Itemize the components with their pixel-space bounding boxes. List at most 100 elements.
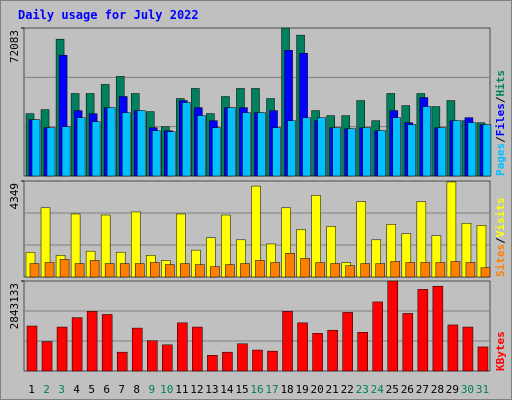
bar — [422, 106, 432, 177]
x-tick-label: 16 — [250, 383, 263, 396]
x-tick-label: 22 — [341, 383, 354, 396]
x-tick-label: 11 — [175, 383, 188, 396]
x-tick-label: 20 — [311, 383, 324, 396]
legend-entry: Pages — [494, 143, 507, 176]
bar — [347, 128, 356, 177]
bar — [207, 355, 218, 372]
y-tick-label: 2843133 — [8, 283, 21, 329]
bar — [315, 262, 325, 278]
x-tick-label: 8 — [133, 383, 140, 396]
bar — [390, 261, 401, 278]
x-tick-label: 24 — [371, 383, 385, 396]
bar — [210, 266, 220, 278]
bar — [405, 262, 416, 278]
bar — [437, 127, 447, 177]
bar — [197, 115, 206, 177]
bar — [317, 117, 326, 177]
bar — [257, 112, 266, 177]
legend-entry: Files — [494, 103, 507, 136]
bar — [285, 252, 295, 278]
legend: Pages/Files/Hits — [494, 70, 507, 176]
bar — [225, 264, 235, 278]
bar — [402, 313, 414, 372]
bar — [480, 267, 491, 278]
bar — [195, 264, 205, 278]
bar — [31, 119, 41, 177]
bar — [252, 349, 263, 372]
bar — [255, 260, 265, 278]
bar — [375, 263, 385, 278]
bar — [450, 261, 461, 278]
bar — [101, 314, 113, 372]
bar — [150, 262, 160, 278]
bar — [71, 317, 83, 372]
legend-entry: KBytes — [494, 331, 507, 371]
bar — [465, 262, 476, 278]
x-tick-label: 3 — [58, 383, 65, 396]
bar — [116, 351, 128, 372]
bar — [330, 263, 340, 278]
bar — [177, 322, 188, 372]
bar — [345, 265, 355, 278]
bar — [242, 112, 251, 177]
bar — [435, 262, 446, 278]
chart-title: Daily usage for July 2022 — [18, 8, 199, 22]
bar — [44, 262, 55, 278]
bar — [106, 107, 116, 177]
bar — [89, 260, 100, 278]
bar — [420, 262, 431, 278]
bar — [222, 351, 233, 372]
bar — [270, 262, 280, 278]
bar — [61, 126, 71, 177]
legend: Sites/Visits — [494, 198, 507, 278]
bar — [192, 326, 203, 372]
x-tick-label: 26 — [401, 383, 414, 396]
x-tick-label: 27 — [416, 383, 429, 396]
bar — [56, 326, 68, 372]
bar — [119, 263, 130, 278]
x-tick-label: 15 — [235, 383, 248, 396]
bar — [372, 301, 383, 372]
bar — [267, 350, 278, 372]
bar — [447, 324, 459, 372]
bar — [287, 120, 296, 177]
bar — [477, 346, 489, 372]
x-tick-label: 12 — [190, 383, 203, 396]
y-tick-label: 72083 — [8, 30, 21, 63]
bar — [76, 117, 86, 177]
bar — [467, 122, 477, 177]
x-tick-label: 2 — [43, 383, 50, 396]
legend-separator: / — [494, 136, 507, 143]
bar — [121, 112, 131, 177]
x-tick-label: 25 — [386, 383, 399, 396]
bar — [362, 127, 371, 177]
bar — [302, 117, 311, 177]
bar — [152, 130, 161, 177]
bar — [360, 263, 370, 278]
bar — [312, 333, 323, 372]
bar — [131, 327, 143, 372]
x-tick-label: 17 — [265, 383, 278, 396]
legend-separator: / — [494, 96, 507, 103]
x-tick-label: 23 — [356, 383, 369, 396]
bar — [240, 263, 250, 278]
x-tick-label: 29 — [446, 383, 459, 396]
bar — [282, 311, 293, 372]
bar — [29, 263, 40, 278]
x-tick-label: 21 — [326, 383, 339, 396]
x-tick-label: 31 — [476, 383, 489, 396]
bar — [227, 107, 236, 177]
bar — [417, 289, 429, 372]
bar — [377, 130, 386, 177]
legend-separator: / — [494, 237, 507, 244]
bar — [327, 329, 338, 372]
x-tick-label: 13 — [205, 383, 218, 396]
x-tick-label: 10 — [160, 383, 173, 396]
x-tick-label: 19 — [295, 383, 308, 396]
x-tick-label: 18 — [280, 383, 293, 396]
x-tick-label: 9 — [148, 383, 155, 396]
x-tick-label: 7 — [118, 383, 125, 396]
bar — [432, 285, 444, 372]
bar — [387, 280, 399, 372]
